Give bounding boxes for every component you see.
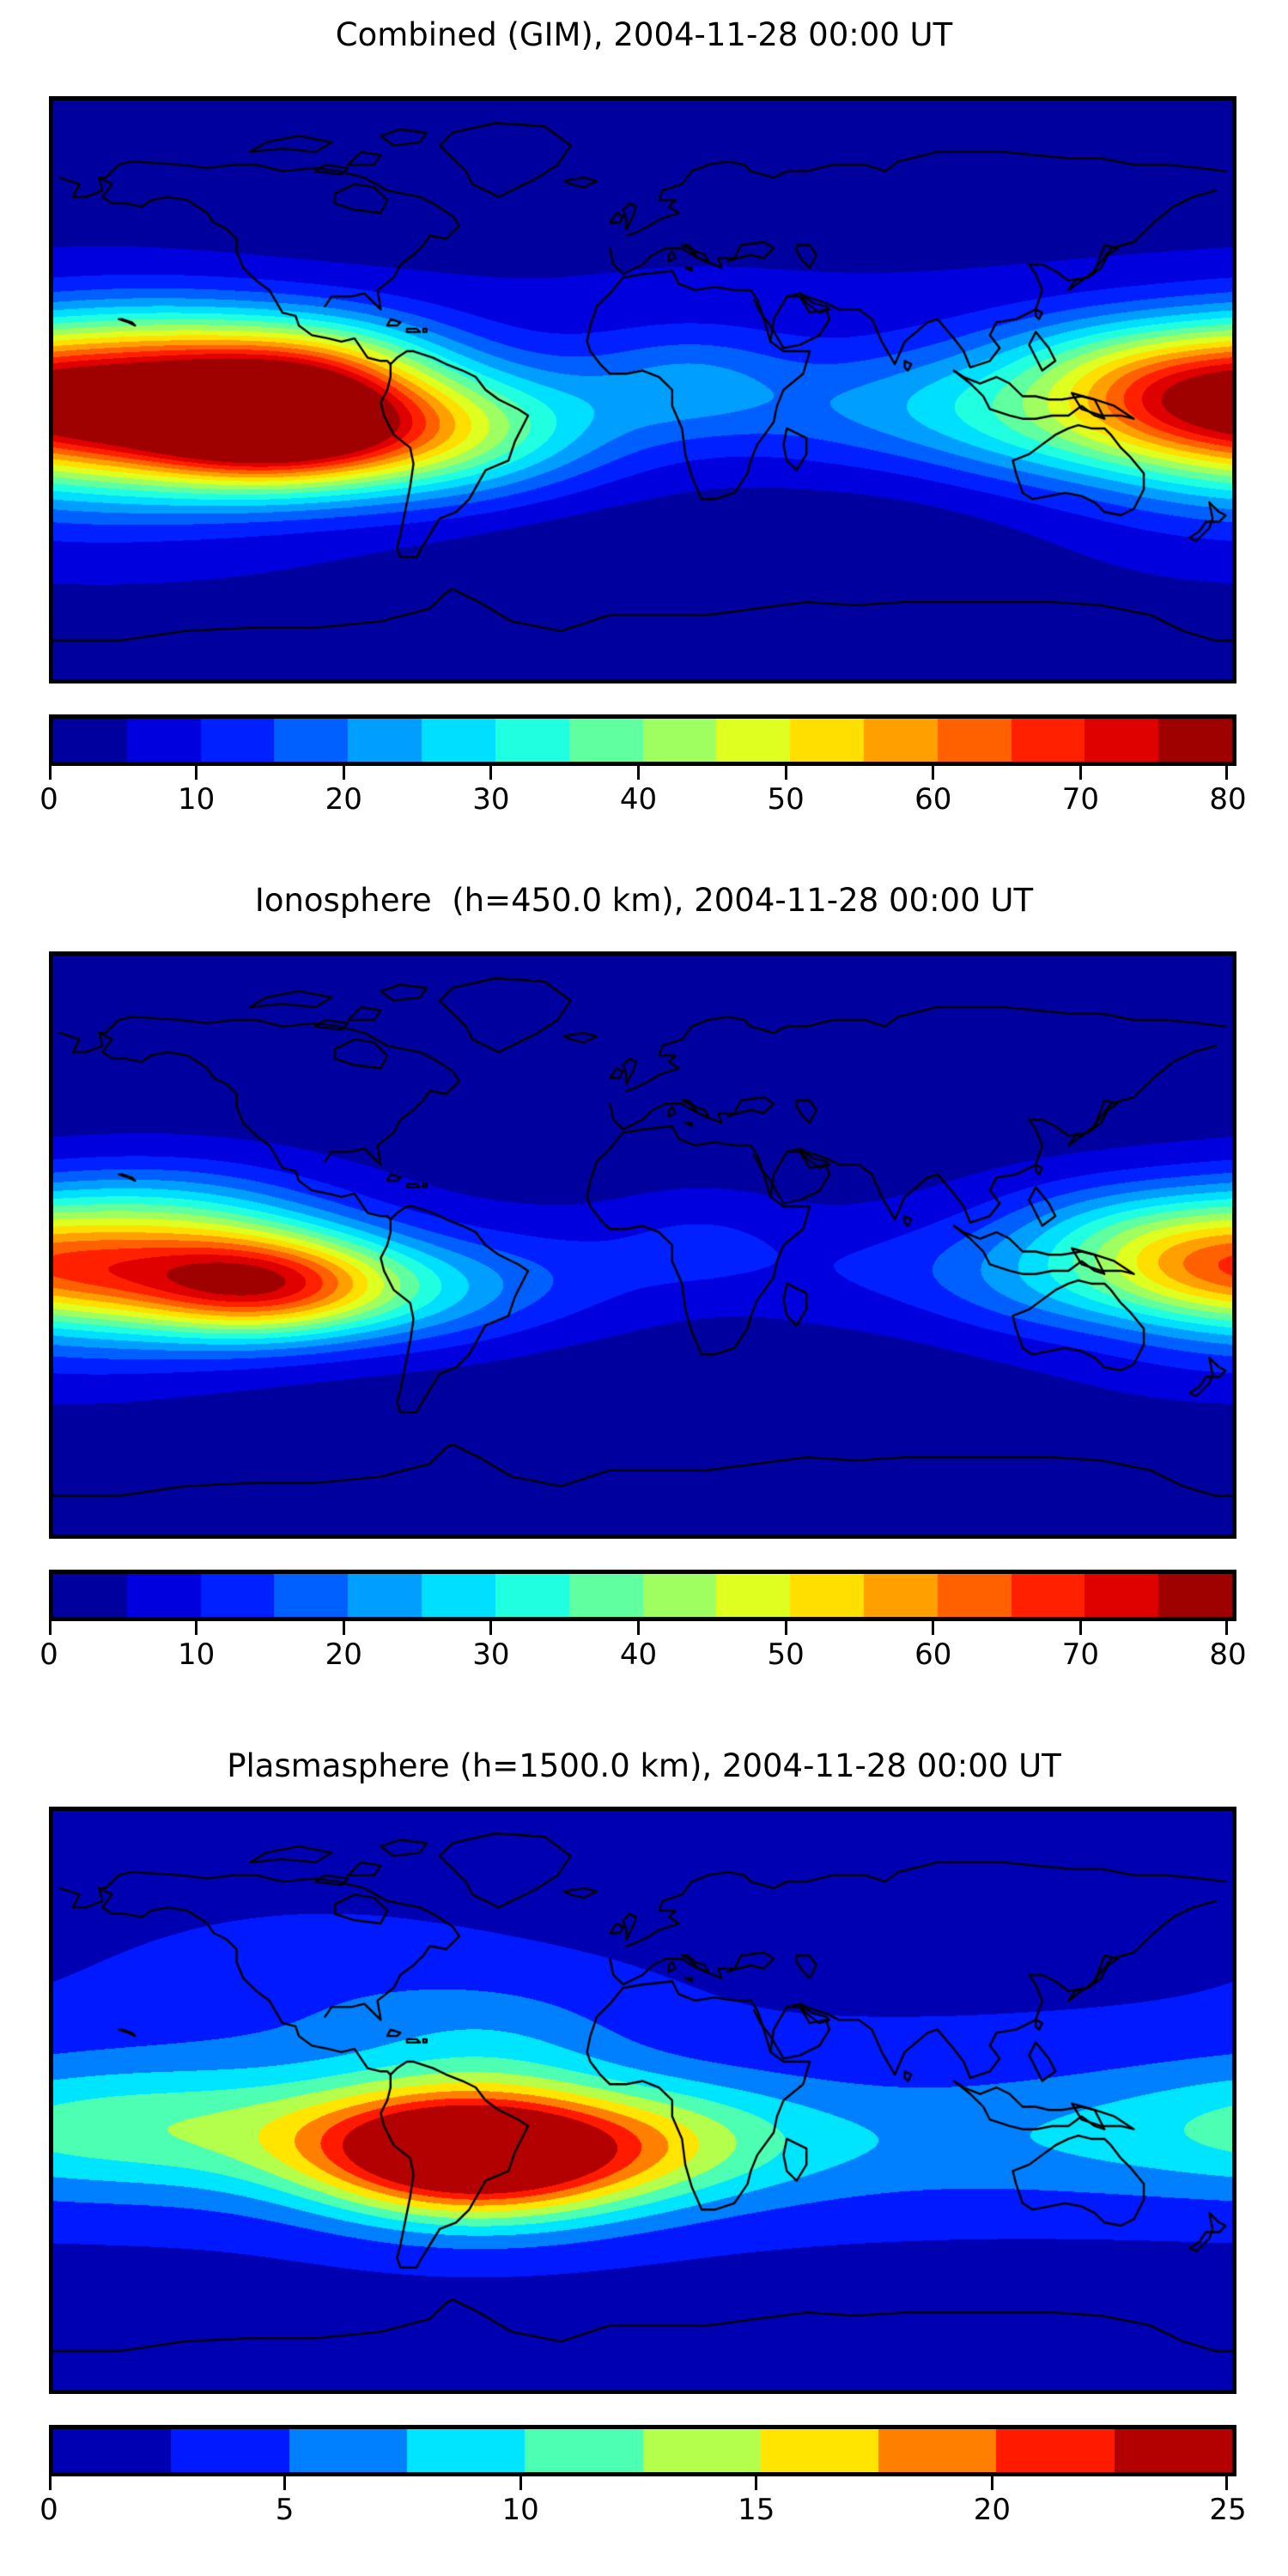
colorbar-tick-mark	[1225, 1621, 1228, 1635]
colorbar-tick-label: 50	[767, 1637, 805, 1672]
colorbar-tick-label: 25	[1209, 2493, 1247, 2527]
colorbar-tick-mark	[49, 766, 52, 780]
colorbar-tick-label: 10	[177, 1637, 216, 1672]
colorbar-tick-label: 10	[177, 782, 216, 817]
colorbar-tick-mark	[755, 2476, 758, 2490]
colorbar-tick-mark	[1078, 766, 1082, 780]
colorbar-tick-label: 40	[619, 1637, 658, 1672]
map-canvas-ionosphere	[53, 956, 1232, 1534]
colorbar-tick-label: 80	[1209, 1637, 1247, 1672]
colorbar-tick-mark	[784, 1621, 787, 1635]
colorbar-tick-label: 20	[973, 2493, 1012, 2527]
colorbar-tick-mark	[49, 2476, 52, 2490]
colorbar-tick-mark	[1225, 2476, 1228, 2490]
colorbar-tick-label: 70	[1061, 1637, 1100, 1672]
colorbar-tick-mark	[932, 766, 935, 780]
colorbar-canvas-ionosphere	[53, 1574, 1232, 1617]
colorbar-tick-mark	[195, 1621, 198, 1635]
colorbar-tick-mark	[489, 766, 493, 780]
colorbar-tick-mark	[784, 766, 787, 780]
colorbar-tick-label: 15	[738, 2493, 775, 2527]
colorbar-tick-label: 5	[275, 2493, 295, 2527]
colorbar-canvas-combined-gim	[53, 719, 1232, 762]
colorbar-tick-mark	[1225, 766, 1228, 780]
colorbar-tick-label: 30	[472, 1637, 510, 1672]
colorbar-tick-mark	[342, 1621, 345, 1635]
colorbar-tick-mark	[637, 1621, 640, 1635]
colorbar-tick-mark	[283, 2476, 287, 2490]
colorbar-tick-mark	[49, 1621, 52, 1635]
colorbar-tick-label: 0	[39, 2493, 58, 2527]
map-canvas-plasmasphere	[53, 1811, 1232, 2390]
panel-title-ionosphere: Ionosphere (h=450.0 km), 2004-11-28 00:0…	[254, 882, 1034, 919]
map-plasmasphere	[49, 1807, 1236, 2394]
colorbar-tick-label: 0	[39, 782, 58, 817]
map-combined-gim	[49, 96, 1236, 683]
colorbar-tick-mark	[489, 1621, 493, 1635]
colorbar-tick-mark	[932, 1621, 935, 1635]
panel-title-combined-gim: Combined (GIM), 2004-11-28 00:00 UT	[335, 16, 953, 53]
colorbar-ticks-plasmasphere: 0 5 10 15 20 25	[39, 2476, 1247, 2537]
colorbar-tick-label: 10	[501, 2493, 539, 2527]
panel-title-plasmasphere: Plasmasphere (h=1500.0 km), 2004-11-28 0…	[227, 1747, 1061, 1784]
colorbar-tick-mark	[637, 766, 640, 780]
colorbar-tick-label: 60	[914, 782, 952, 817]
colorbar-tick-label: 30	[472, 782, 510, 817]
colorbar-canvas-plasmasphere	[53, 2429, 1232, 2472]
colorbar-tick-label: 20	[325, 782, 362, 817]
colorbar-ionosphere	[49, 1570, 1236, 1621]
colorbar-tick-label: 0	[39, 1637, 58, 1672]
colorbar-tick-mark	[519, 2476, 522, 2490]
colorbar-tick-label: 70	[1061, 782, 1100, 817]
colorbar-tick-mark	[342, 766, 345, 780]
colorbar-ticks-combined-gim: 0 10 20 30 40 50 60 70 80	[39, 766, 1247, 826]
colorbar-ticks-ionosphere: 0 10 20 30 40 50 60 70 80	[39, 1621, 1247, 1681]
colorbar-tick-label: 60	[914, 1637, 952, 1672]
colorbar-tick-mark	[1078, 1621, 1082, 1635]
colorbar-tick-label: 50	[767, 782, 805, 817]
colorbar-plasmasphere	[49, 2425, 1236, 2476]
colorbar-combined-gim	[49, 714, 1236, 766]
colorbar-tick-label: 20	[325, 1637, 362, 1672]
map-ionosphere	[49, 951, 1236, 1539]
colorbar-tick-mark	[990, 2476, 993, 2490]
colorbar-tick-label: 40	[619, 782, 658, 817]
map-canvas-combined-gim	[53, 100, 1232, 679]
colorbar-tick-mark	[195, 766, 198, 780]
colorbar-tick-label: 80	[1209, 782, 1247, 817]
